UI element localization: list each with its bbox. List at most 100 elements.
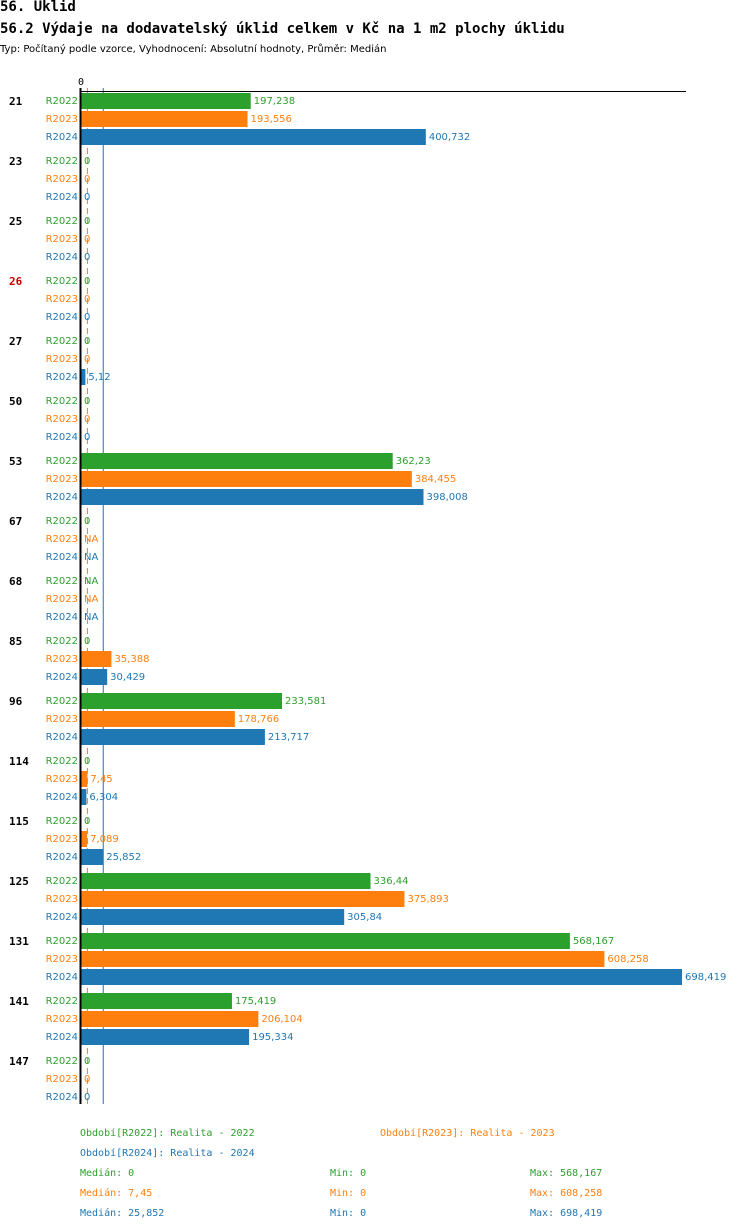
data-label-26-r2022: 0 bbox=[84, 276, 90, 287]
data-label-67-r2023: NA bbox=[84, 534, 98, 545]
bar-21-r2022 bbox=[81, 93, 251, 109]
group-label-26: 26 bbox=[9, 275, 23, 288]
data-label-96-r2023: 178,766 bbox=[238, 714, 279, 725]
data-label-67-r2024: NA bbox=[84, 552, 98, 563]
bar-85-r2024 bbox=[81, 669, 108, 685]
max-r2022: Max: 568,167 bbox=[530, 1168, 603, 1179]
group-label-25: 25 bbox=[9, 215, 22, 228]
data-label-21-r2023: 193,556 bbox=[251, 114, 292, 125]
data-label-96-r2022: 233,581 bbox=[285, 696, 326, 707]
series-label-r2023: R2023 bbox=[46, 294, 78, 305]
data-label-23-r2022: 0 bbox=[84, 156, 90, 167]
bar-85-r2023 bbox=[81, 651, 112, 667]
data-label-125-r2024: 305,84 bbox=[347, 912, 382, 923]
series-label-r2023: R2023 bbox=[46, 594, 78, 605]
data-label-85-r2022: 0 bbox=[84, 636, 90, 647]
page-title: 56. Úklid bbox=[0, 0, 76, 15]
data-label-27-r2024: 5,12 bbox=[88, 372, 110, 383]
data-label-21-r2022: 197,238 bbox=[254, 96, 295, 107]
legend-r2022: Období[R2022]: Realita - 2022 bbox=[80, 1128, 255, 1139]
series-label-r2024: R2024 bbox=[46, 972, 78, 983]
group-label-67: 67 bbox=[9, 515, 22, 528]
series-label-r2022: R2022 bbox=[46, 336, 78, 347]
series-label-r2023: R2023 bbox=[46, 234, 78, 245]
group-label-85: 85 bbox=[9, 635, 22, 648]
series-label-r2023: R2023 bbox=[46, 1074, 78, 1085]
group-label-68: 68 bbox=[9, 575, 22, 588]
series-label-r2022: R2022 bbox=[46, 636, 78, 647]
data-label-53-r2024: 398,008 bbox=[426, 492, 467, 503]
series-label-r2023: R2023 bbox=[46, 414, 78, 425]
series-label-r2022: R2022 bbox=[46, 276, 78, 287]
series-label-r2024: R2024 bbox=[46, 732, 78, 743]
data-label-131-r2023: 608,258 bbox=[607, 954, 648, 965]
data-label-141-r2023: 206,104 bbox=[261, 1014, 302, 1025]
group-label-23: 23 bbox=[9, 155, 22, 168]
series-label-r2022: R2022 bbox=[46, 876, 78, 887]
series-label-r2022: R2022 bbox=[46, 396, 78, 407]
bar-21-r2023 bbox=[81, 111, 248, 127]
data-label-68-r2024: NA bbox=[84, 612, 98, 623]
bar-chart: 0 21 R2022 197,238 R2023 193,556 R2024 400,732 2… bbox=[9, 77, 726, 1104]
series-label-r2023: R2023 bbox=[46, 654, 78, 665]
data-label-125-r2023: 375,893 bbox=[407, 894, 448, 905]
series-label-r2024: R2024 bbox=[46, 1092, 78, 1103]
bar-21-r2024 bbox=[81, 129, 426, 145]
group-label-115: 115 bbox=[9, 815, 29, 828]
bar-96-r2022 bbox=[81, 693, 282, 709]
bar-115-r2023 bbox=[81, 831, 88, 847]
data-label-27-r2022: 0 bbox=[84, 336, 90, 347]
series-label-r2024: R2024 bbox=[46, 792, 78, 803]
data-label-21-r2024: 400,732 bbox=[429, 132, 470, 143]
data-label-23-r2024: 0 bbox=[84, 192, 90, 203]
data-label-25-r2022: 0 bbox=[84, 216, 90, 227]
series-label-r2022: R2022 bbox=[46, 756, 78, 767]
data-label-96-r2024: 213,717 bbox=[268, 732, 309, 743]
data-label-25-r2024: 0 bbox=[84, 252, 90, 263]
bar-96-r2024 bbox=[81, 729, 265, 745]
bar-141-r2023 bbox=[81, 1011, 259, 1027]
bar-131-r2023 bbox=[81, 951, 605, 967]
data-label-141-r2022: 175,419 bbox=[235, 996, 276, 1007]
median-r2023: Medián: 7,45 bbox=[80, 1188, 153, 1199]
series-label-r2024: R2024 bbox=[46, 852, 78, 863]
data-label-25-r2023: 0 bbox=[84, 234, 90, 245]
bar-141-r2024 bbox=[81, 1029, 250, 1045]
bar-131-r2022 bbox=[81, 933, 570, 949]
data-label-141-r2024: 195,334 bbox=[252, 1032, 293, 1043]
max-r2023: Max: 608,258 bbox=[530, 1188, 603, 1199]
series-label-r2023: R2023 bbox=[46, 114, 78, 125]
bar-114-r2023 bbox=[81, 771, 88, 787]
series-label-r2022: R2022 bbox=[46, 216, 78, 227]
data-label-67-r2022: 0 bbox=[84, 516, 90, 527]
bar-53-r2024 bbox=[81, 489, 424, 505]
min-r2023: Min: 0 bbox=[330, 1188, 367, 1199]
data-label-26-r2023: 0 bbox=[84, 294, 90, 305]
series-label-r2022: R2022 bbox=[46, 156, 78, 167]
series-label-r2022: R2022 bbox=[46, 816, 78, 827]
group-label-96: 96 bbox=[9, 695, 23, 708]
series-label-r2023: R2023 bbox=[46, 1014, 78, 1025]
series-label-r2023: R2023 bbox=[46, 474, 78, 485]
median-r2024: Medián: 25,852 bbox=[80, 1208, 165, 1219]
data-label-50-r2024: 0 bbox=[84, 432, 90, 443]
group-label-50: 50 bbox=[9, 395, 22, 408]
data-label-115-r2024: 25,852 bbox=[106, 852, 141, 863]
data-label-23-r2023: 0 bbox=[84, 174, 90, 185]
data-label-115-r2022: 0 bbox=[84, 816, 90, 827]
series-label-r2024: R2024 bbox=[46, 252, 78, 263]
data-label-114-r2023: 7,45 bbox=[90, 774, 112, 785]
group-label-131: 131 bbox=[9, 935, 29, 948]
data-label-53-r2023: 384,455 bbox=[415, 474, 456, 485]
series-label-r2023: R2023 bbox=[46, 774, 78, 785]
data-label-147-r2022: 0 bbox=[84, 1056, 90, 1067]
bar-27-r2024 bbox=[81, 369, 86, 385]
data-label-50-r2023: 0 bbox=[84, 414, 90, 425]
series-label-r2022: R2022 bbox=[46, 576, 78, 587]
data-label-26-r2024: 0 bbox=[84, 312, 90, 323]
data-label-68-r2023: NA bbox=[84, 594, 98, 605]
bar-53-r2023 bbox=[81, 471, 412, 487]
series-label-r2022: R2022 bbox=[46, 696, 78, 707]
series-label-r2022: R2022 bbox=[46, 96, 78, 107]
series-label-r2024: R2024 bbox=[46, 492, 78, 503]
